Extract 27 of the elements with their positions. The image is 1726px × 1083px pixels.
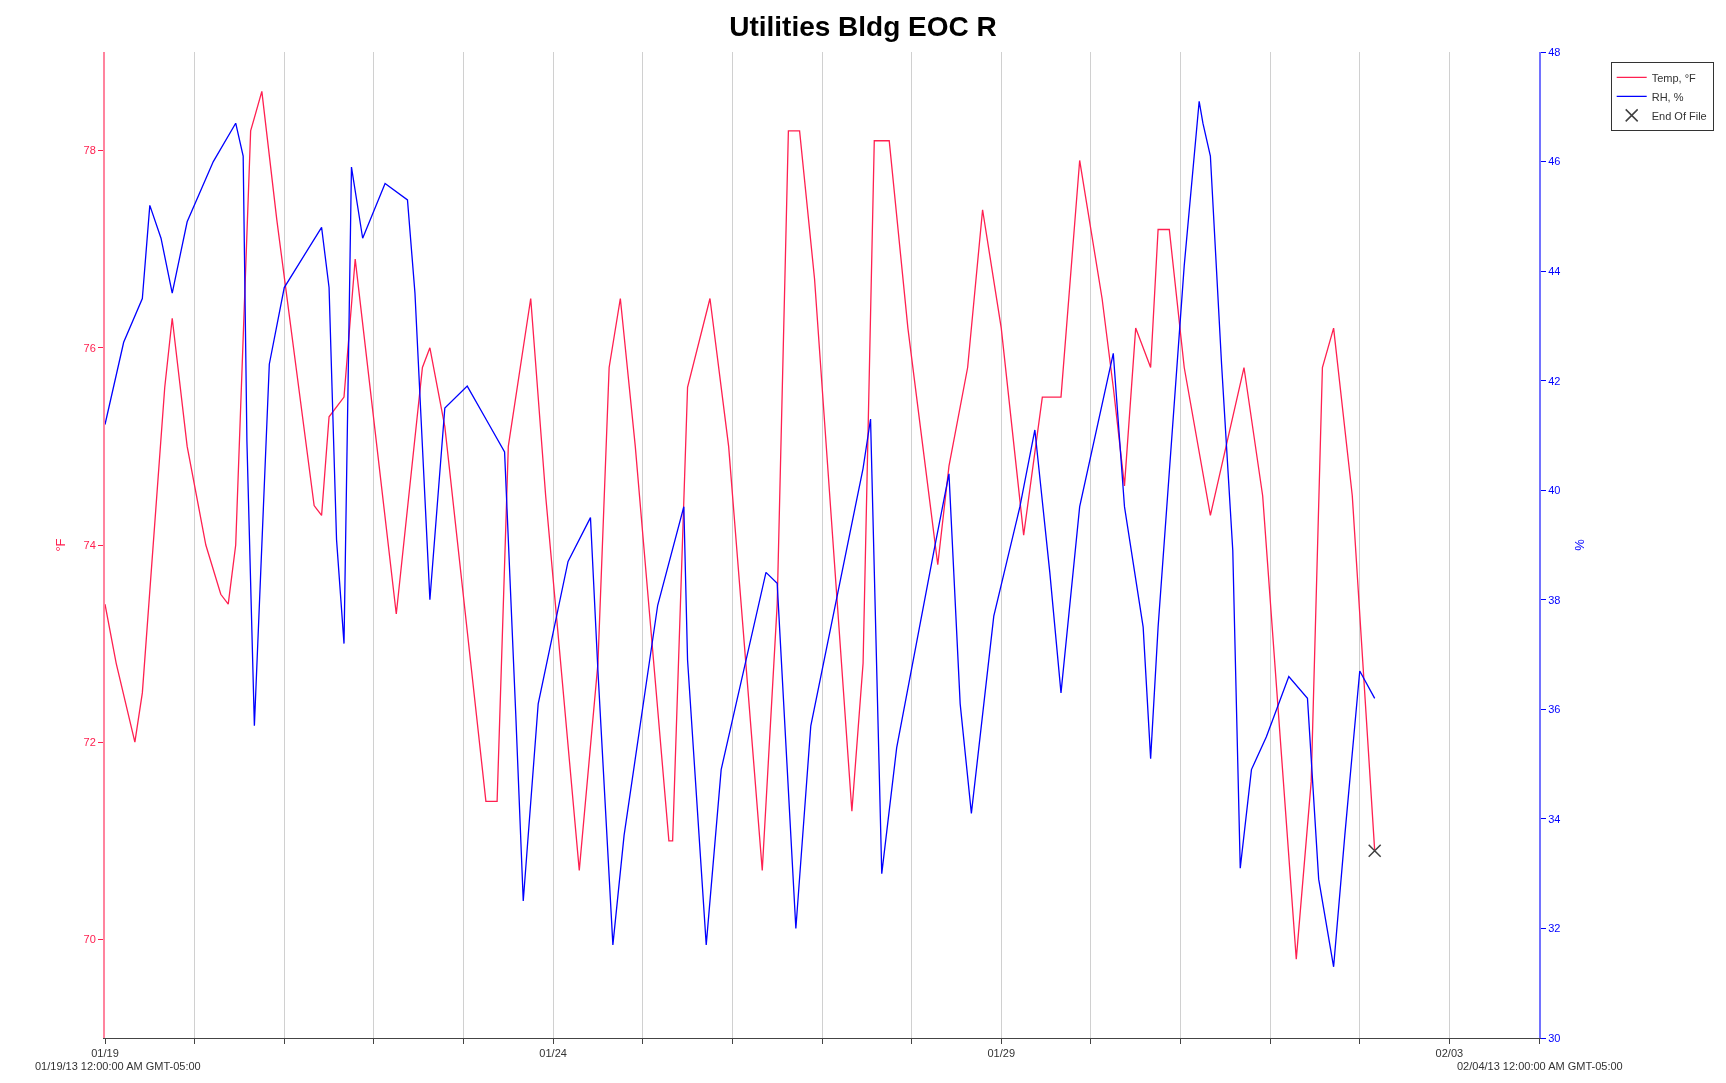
y-tick-label: 74 [83, 538, 96, 551]
legend-label: RH, % [1651, 90, 1684, 103]
x-tick-label: 01/29 [987, 1047, 1016, 1060]
y2-tick-label: 34 [1548, 812, 1561, 825]
x-tick-label: 01/19 [91, 1047, 119, 1060]
chart-title: Utilities Bldg EOC R [729, 10, 997, 42]
legend-label: End Of File [1651, 109, 1707, 122]
y2-tick-label: 44 [1548, 264, 1561, 277]
y-axis-title: °F [53, 538, 68, 552]
y2-axis-title: % [1571, 538, 1587, 551]
y-tick-label: 70 [83, 933, 96, 946]
y2-tick-label: 40 [1548, 484, 1561, 497]
text: 01/19/13 12:00:00 AM GMT-05:00 [35, 1060, 201, 1072]
y2-tick-label: 38 [1548, 593, 1561, 606]
legend-label: Temp, °F [1651, 71, 1697, 84]
x-tick-label: 01/24 [539, 1047, 567, 1060]
y2-tick-label: 30 [1548, 1031, 1561, 1044]
y-tick-label: 72 [83, 736, 96, 749]
text: 02/04/13 12:00:00 AM GMT-05:00 [1457, 1060, 1623, 1072]
y-tick-label: 78 [83, 144, 96, 157]
y2-tick-label: 46 [1548, 155, 1561, 168]
y2-tick-label: 32 [1548, 922, 1561, 935]
y2-tick-label: 48 [1548, 45, 1561, 58]
y2-tick-label: 36 [1548, 703, 1561, 716]
y-tick-label: 76 [83, 341, 96, 354]
y2-tick-label: 42 [1548, 374, 1561, 387]
x-tick-label: 02/03 [1435, 1047, 1464, 1060]
